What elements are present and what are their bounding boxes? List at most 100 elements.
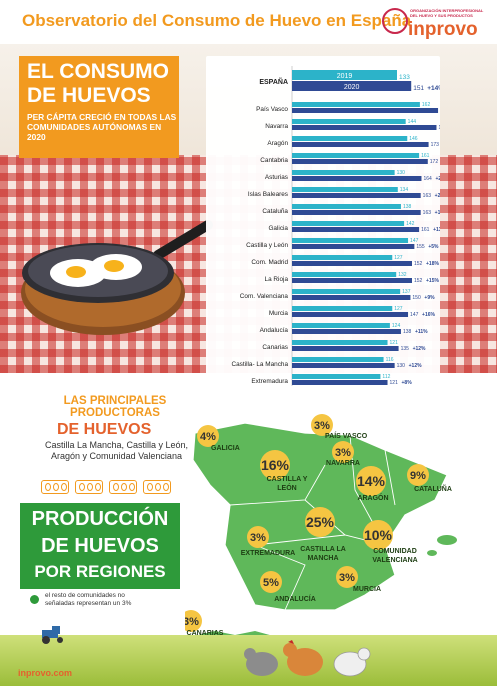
bar-2020 [292, 210, 421, 215]
region-pct-circle [305, 507, 335, 537]
egg-carton-icon [41, 480, 69, 494]
intro-line2: DE HUEVOS [27, 84, 151, 107]
bar-2020 [292, 227, 420, 232]
growth-label: +12% [409, 363, 422, 369]
value-label-2020: 161 [421, 227, 430, 233]
value-label-2019: 147 [410, 238, 419, 244]
bar-2020 [292, 295, 411, 300]
region-name: GALICIA [211, 445, 240, 452]
region-name: PAÍS VASCO [325, 431, 368, 440]
category-label: Aragón [267, 140, 288, 147]
tractor-icon [42, 626, 63, 644]
category-label: Com. Madrid [251, 259, 288, 266]
region-pct: 14% [357, 473, 386, 489]
bar-2020 [292, 142, 429, 147]
bar-2019 [292, 340, 388, 345]
value-label-2020: 155 [416, 244, 425, 250]
value-label-2020: 130 [397, 363, 406, 369]
value-label-2020: 164 [423, 176, 432, 182]
brand-logo[interactable]: ORGANIZACIÓN INTERPROFESIONAL DEL HUEVO … [380, 8, 490, 40]
bar-2020 [292, 346, 399, 351]
category-label: Extremadura [251, 378, 288, 385]
intro-subtitle: PER CÁPITA CRECIÓ EN TODAS LAS COMUNIDAD… [27, 112, 177, 142]
value-label-2020: 183 [438, 125, 440, 131]
legend-2019: 2019 [337, 73, 353, 80]
growth-label: +15% [426, 278, 439, 284]
region-name: ANDALUCÍA [274, 594, 316, 603]
region-name: CASTILLA LA [300, 546, 346, 553]
bar-2019 [292, 170, 395, 175]
growth-label: +12% [413, 346, 426, 352]
value-label-2020: 135 [401, 346, 410, 352]
note-text: el resto de comunidades no señaladas rep… [45, 592, 132, 607]
section-line2: DE HUEVOS [41, 535, 159, 557]
region-pct-circle [311, 414, 333, 436]
growth-label: +11% [415, 329, 428, 335]
region-border [384, 449, 396, 506]
value-label-2020: 163 [423, 210, 432, 216]
growth-label: +9% [424, 295, 435, 301]
production-title: LAS PRINCIPALES PRODUCTORAS [63, 395, 167, 419]
header [0, 0, 497, 44]
value-label-2019: 132 [398, 272, 407, 278]
value-label-2019: 142 [406, 221, 415, 227]
logo-icon [382, 8, 408, 34]
value-label-2019: 133 [399, 74, 410, 81]
bar-2019 [292, 204, 401, 209]
value-label-2020: 121 [390, 380, 399, 386]
page-title: Observatorio del Consumo de Huevo en Esp… [22, 11, 412, 30]
category-label: Murcia [269, 310, 289, 317]
region-pct-circle [336, 566, 358, 588]
growth-label: +18% [435, 210, 440, 216]
category-label: Castilla- La Mancha [232, 361, 289, 368]
production-big: DE HUEVOS [57, 421, 152, 438]
baleares-island [437, 535, 457, 545]
region-name: CANARIAS [187, 630, 224, 637]
note-bullet-icon [30, 595, 39, 604]
value-label-2019: 134 [400, 187, 409, 193]
bar-2020 [292, 193, 421, 198]
bar-2019 [292, 255, 393, 260]
intro-box [19, 56, 179, 158]
growth-label: +21% [435, 193, 440, 199]
value-label-2020: 138 [403, 329, 412, 335]
bar-2019 [292, 102, 420, 107]
bar-2020 [292, 261, 412, 266]
bar-2019 [292, 323, 390, 328]
footer-link[interactable]: inprovo.com [18, 668, 73, 678]
region-pct-circle [197, 425, 219, 447]
region-pct-circle [356, 466, 386, 496]
region-pct-circle [332, 441, 354, 463]
region-pct: 25% [306, 514, 335, 530]
section-box [20, 503, 180, 589]
region-pct-circle [407, 464, 429, 486]
bar-2020 [292, 312, 409, 317]
region-pct: 10% [364, 527, 393, 543]
bar-2020 [292, 244, 415, 249]
category-label: País Vasco [256, 106, 288, 113]
category-label: Com. Valenciana [240, 293, 289, 300]
region-pct: 16% [261, 457, 290, 473]
egg-carton-icon [143, 480, 171, 494]
value-label-2020: 172 [430, 159, 439, 165]
region-name: CASTILLA Y [267, 476, 308, 483]
bar-2019 [292, 272, 397, 277]
region-name: NAVARRA [326, 460, 360, 467]
region-name: ARAGÓN [357, 493, 388, 502]
growth-label: +5% [428, 244, 439, 250]
region-name: CATALUÑA [414, 484, 452, 493]
bar-2020 [292, 380, 388, 385]
bar-2019 [292, 153, 420, 158]
egg-carton-icons [41, 480, 176, 496]
category-label: Castilla y León [246, 242, 288, 249]
value-label-2019: 161 [421, 153, 430, 159]
region-pct: 3% [339, 572, 355, 584]
baleares-island [427, 550, 437, 556]
value-label-2020: 150 [412, 295, 421, 301]
region-name: LEÓN [277, 483, 296, 492]
region-name: EXTREMADURA [241, 550, 295, 557]
category-label: Cataluña [262, 208, 288, 215]
category-label: Andalucía [260, 327, 289, 334]
